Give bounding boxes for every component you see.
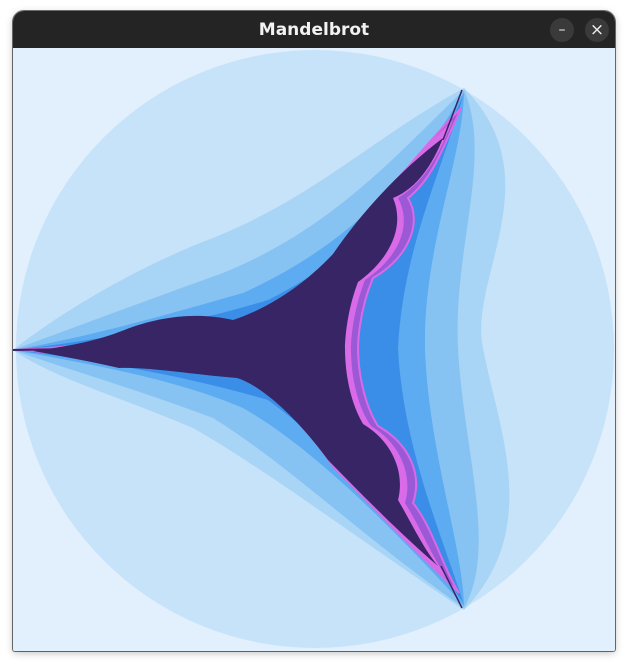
antenna-top <box>442 89 463 141</box>
minimize-button[interactable]: – <box>550 18 574 42</box>
window-title: Mandelbrot <box>258 19 370 40</box>
fractal-canvas[interactable] <box>13 48 615 651</box>
antenna-bottom <box>440 565 463 609</box>
fractal-interior <box>33 138 443 566</box>
close-button[interactable]: × <box>585 18 609 42</box>
title-bar[interactable]: Mandelbrot – × <box>13 11 615 48</box>
antenna-left <box>13 348 74 351</box>
app-window: Mandelbrot – × <box>13 11 615 651</box>
close-icon: × <box>589 19 605 40</box>
minimize-icon: – <box>558 22 566 38</box>
